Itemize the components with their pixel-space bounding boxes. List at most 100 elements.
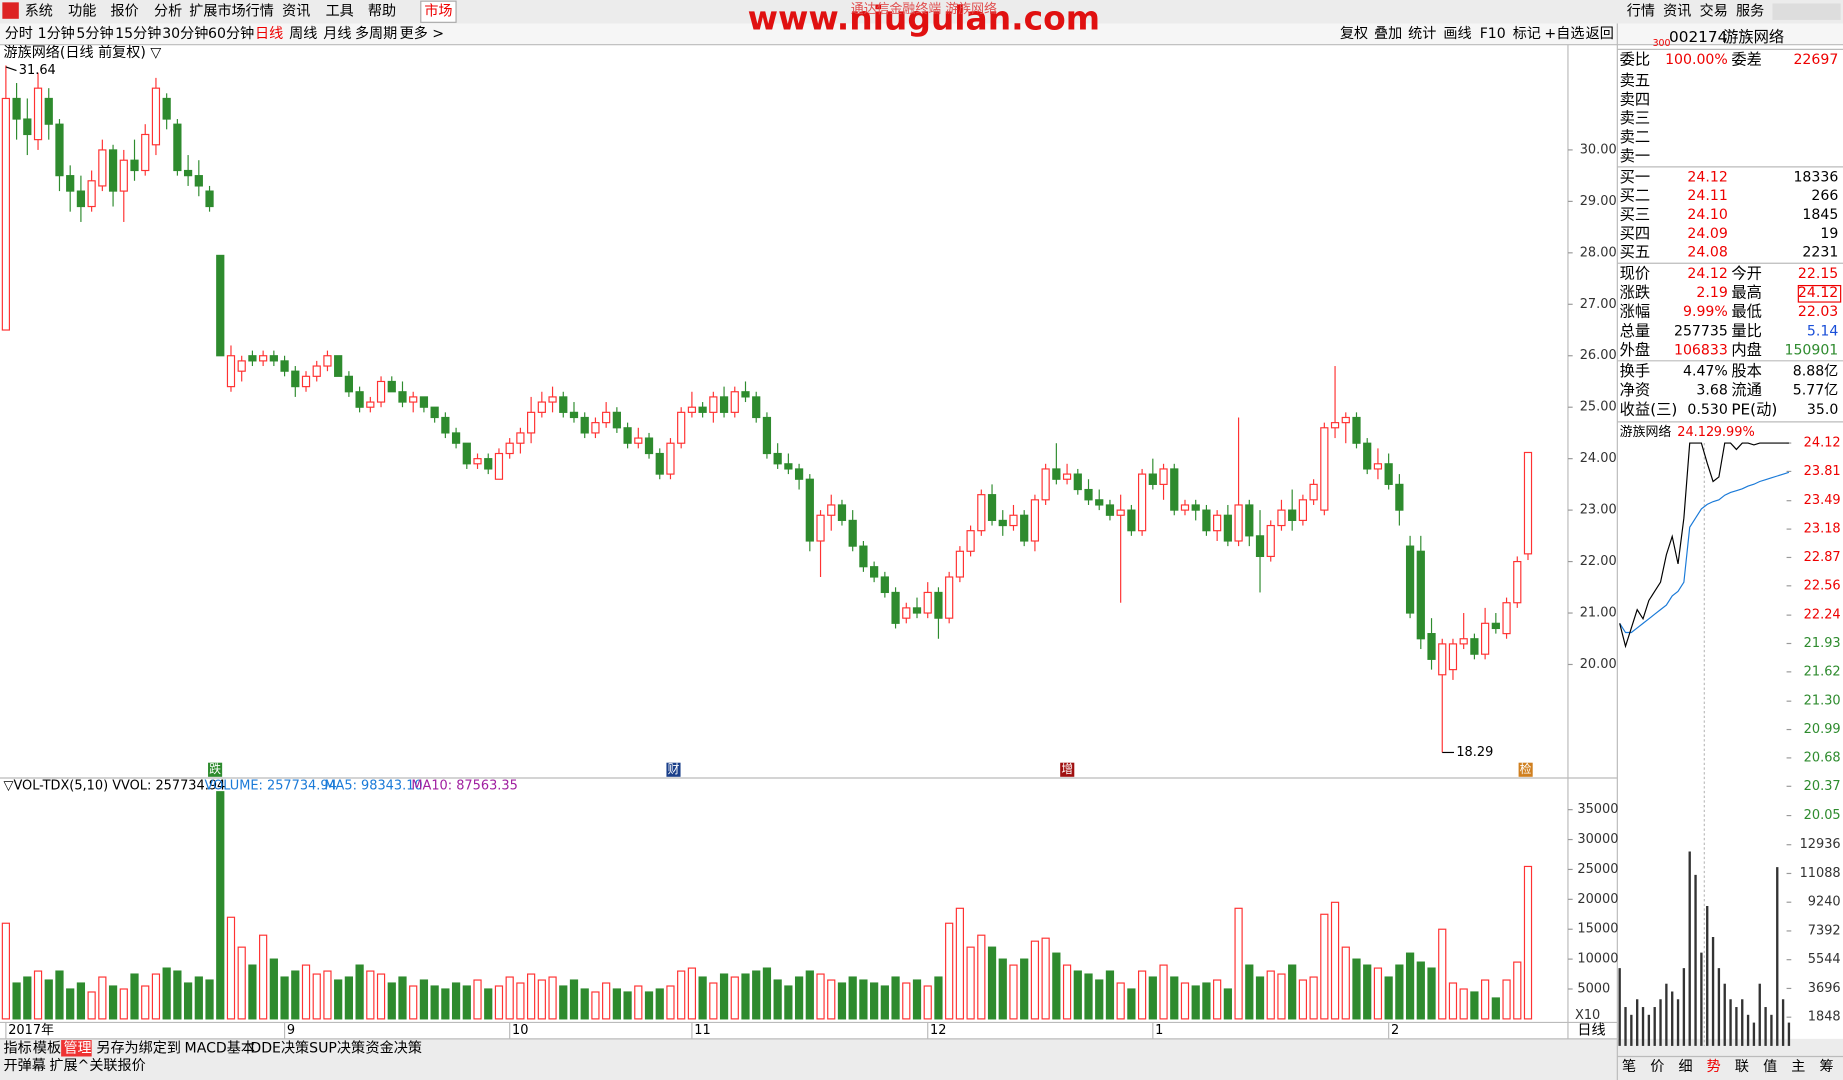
right-tab[interactable]: 价 [1650, 1059, 1664, 1075]
intraday-tick-label: 23.18 [1804, 522, 1841, 537]
menu-item[interactable]: 系统 [25, 4, 53, 20]
bottom-tab[interactable]: 模板 [33, 1040, 61, 1056]
candle-body [291, 370, 300, 388]
bottom-tab[interactable]: DDE决策 [250, 1039, 309, 1056]
intraday-tick-label: 21.30 [1804, 694, 1841, 709]
event-label[interactable]: 检 [1520, 762, 1532, 776]
candle-body [312, 365, 321, 377]
candle-body [1073, 473, 1082, 491]
right-tab[interactable]: 笔 [1622, 1059, 1636, 1075]
window-controls[interactable] [1772, 3, 1841, 20]
period-tab[interactable]: 分时 [5, 26, 33, 42]
candle-body [269, 355, 278, 362]
event-marker[interactable] [1060, 762, 1075, 777]
volume-bar [301, 964, 311, 1020]
event-marker[interactable] [666, 762, 681, 777]
bottom-tab[interactable]: MACD基本 [185, 1039, 255, 1056]
right-tab[interactable]: 值 [1763, 1059, 1777, 1075]
x-tick-label: 9 [287, 1023, 295, 1038]
volume-bar [1459, 988, 1468, 1020]
menu-item[interactable]: 帮助 [368, 4, 396, 20]
tool-button[interactable]: 叠加 [1374, 26, 1402, 42]
menu-item[interactable]: 市场 [424, 3, 452, 20]
candle-body [945, 576, 954, 619]
buy-label: 买五 [1620, 243, 1651, 261]
right-tab[interactable]: 联 [1735, 1059, 1749, 1075]
right-menu-item[interactable]: 行情 [1627, 4, 1655, 20]
volume-bar [773, 979, 782, 1020]
event-marker[interactable] [1518, 762, 1533, 777]
bottom-tab[interactable]: 管理 [63, 1040, 91, 1056]
right-tab[interactable]: 势 [1707, 1059, 1721, 1075]
right-tab[interactable]: 细 [1678, 1059, 1692, 1075]
volume-bar [1513, 961, 1522, 1020]
period-tab[interactable]: 更多 > [400, 25, 444, 42]
menu-item[interactable]: 资讯 [282, 4, 310, 20]
logo [2, 2, 19, 19]
candle-body [98, 149, 107, 187]
volume-bar [912, 979, 922, 1020]
bottom-tab[interactable]: SUP决策 [309, 1039, 365, 1056]
volume-bar [805, 970, 814, 1020]
x-tick-label: 11 [694, 1023, 710, 1038]
right-menu-item[interactable]: 交易 [1700, 3, 1728, 20]
event-marker[interactable] [208, 762, 223, 777]
event-label[interactable]: 增 [1061, 762, 1073, 776]
tool-button[interactable]: 标记 [1513, 26, 1541, 42]
tool-button[interactable]: 统计 [1408, 26, 1436, 42]
volume-bar [784, 985, 793, 1020]
right-tab[interactable]: 主 [1791, 1059, 1805, 1075]
intraday-tick-label: 20.05 [1804, 808, 1841, 823]
bottom-tab[interactable]: 指标 [4, 1040, 32, 1056]
quote-value: 4.47% [1683, 363, 1728, 379]
tool-button[interactable]: F10 [1480, 26, 1506, 42]
menu-item[interactable]: 报价 [110, 4, 138, 20]
bottom-tab[interactable]: 扩展^ [49, 1058, 89, 1074]
menu-item[interactable]: 分析 [154, 4, 182, 20]
period-tab[interactable]: 1分钟 [38, 25, 75, 42]
tool-button[interactable]: 画线 [1443, 26, 1471, 42]
menu-item[interactable]: 工具 [326, 4, 354, 20]
period-tab[interactable]: 多周期 [355, 25, 397, 42]
volume-bar [376, 973, 386, 1020]
bottom-tab[interactable]: 绑定到 [139, 1040, 181, 1056]
quote-value: 3.68 [1696, 383, 1727, 399]
bottom-tab[interactable]: 关联报价 [89, 1058, 145, 1074]
tab-active[interactable] [61, 1040, 92, 1057]
candle-body [1320, 427, 1329, 511]
volume-bar [794, 976, 804, 1020]
period-tab[interactable]: 日线 [255, 26, 283, 42]
volume-bar [12, 982, 21, 1020]
bottom-tab[interactable]: 资金决策 [366, 1039, 422, 1056]
right-menu-item[interactable]: 资讯 [1663, 4, 1691, 20]
buy-price: 24.11 [1687, 188, 1727, 204]
right-tab[interactable]: 筹 [1819, 1058, 1833, 1075]
event-label[interactable]: 财 [668, 762, 680, 776]
candle-body [655, 452, 664, 475]
tool-button[interactable]: 复权 [1340, 25, 1368, 42]
period-tab[interactable]: 15分钟 [115, 25, 161, 42]
volume-bar [602, 982, 611, 1020]
period-tab[interactable]: 30分钟 [162, 25, 208, 42]
event-label[interactable]: 跌 [209, 762, 221, 776]
candle-body [334, 355, 343, 377]
buy-volume: 2231 [1802, 245, 1838, 261]
right-menu-item[interactable]: 服务 [1736, 4, 1764, 20]
volume-bar [355, 964, 364, 1020]
candle-body [66, 175, 75, 192]
period-tab[interactable]: 5分钟 [76, 25, 113, 42]
volume-bar [366, 970, 375, 1020]
menu-active[interactable] [420, 0, 457, 23]
tool-button[interactable]: 返回 [1586, 26, 1614, 42]
period-tab[interactable]: 月线 [323, 26, 351, 42]
tool-button[interactable]: +自选 [1544, 26, 1584, 42]
bottom-tab[interactable]: 另存为 [96, 1040, 138, 1056]
menu-item[interactable]: 扩展市场行情 [189, 3, 274, 20]
menu-item[interactable]: 功能 [68, 4, 96, 20]
period-tab[interactable]: 60分钟 [208, 25, 254, 42]
volume-bar [87, 991, 96, 1020]
market-code: 300 [1653, 38, 1671, 49]
bottom-tab[interactable]: 开弹幕 [4, 1058, 46, 1074]
quote-value: 150901 [1784, 342, 1838, 358]
period-tab[interactable]: 周线 [289, 26, 317, 42]
